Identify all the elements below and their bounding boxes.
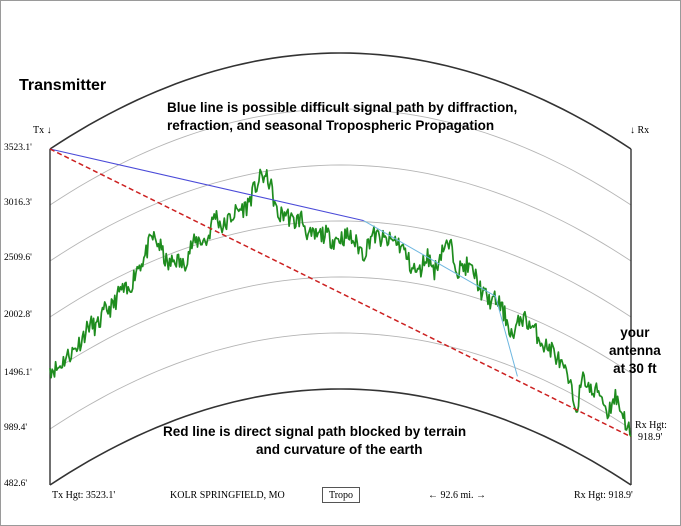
elevation-reference-arc bbox=[49, 164, 632, 262]
elevation-tick: 2002.8' bbox=[4, 310, 32, 320]
tropospheric-signal-path-end bbox=[363, 220, 518, 377]
rx-height-label: Rx Hgt: bbox=[635, 420, 667, 431]
earth-curvature-arc bbox=[49, 388, 632, 486]
rx-height-footer: Rx Hgt: 918.9' bbox=[574, 490, 633, 501]
tx-height-footer: Tx Hgt: 3523.1' bbox=[52, 490, 116, 501]
antenna-note: your antenna at 30 ft bbox=[609, 324, 661, 378]
elevation-reference-arc bbox=[49, 108, 632, 206]
red-line-note-line-1: Red line is direct signal path blocked b… bbox=[163, 424, 467, 439]
elevation-tick: 482.6' bbox=[4, 479, 28, 489]
elevation-reference-arc bbox=[49, 276, 632, 374]
blue-line-note-line-2: refraction, and seasonal Tropospheric Pr… bbox=[167, 118, 495, 133]
page-title: Transmitter bbox=[19, 77, 107, 94]
blue-line-note-line-1: Blue line is possible difficult signal p… bbox=[167, 100, 518, 115]
path-distance: ← 92.6 mi. → bbox=[428, 490, 487, 501]
elevation-tick: 3016.3' bbox=[4, 198, 32, 208]
elevation-tick: 989.4' bbox=[4, 423, 28, 433]
red-line-note-line-2: and curvature of the earth bbox=[256, 442, 423, 457]
elevation-tick: 2509.6' bbox=[4, 253, 32, 263]
elevation-reference-arc bbox=[49, 220, 632, 318]
direct-signal-path bbox=[49, 148, 632, 438]
rx-height-value: 918.9' bbox=[638, 432, 663, 443]
elevation-reference-arcs bbox=[49, 108, 632, 430]
tx-marker: Tx ↓ bbox=[33, 125, 52, 136]
tropospheric-signal-path bbox=[49, 148, 364, 222]
terrain-profile-line bbox=[49, 168, 632, 438]
elevation-tick: 1496.1' bbox=[4, 368, 32, 378]
elevation-reference-arc bbox=[49, 332, 632, 430]
rx-marker: ↓ Rx bbox=[630, 125, 650, 136]
station-name: KOLR SPRINGFIELD, MO bbox=[170, 490, 285, 501]
antenna-note-line-1: your bbox=[620, 325, 650, 340]
blue-line-note: Blue line is possible difficult signal p… bbox=[167, 99, 517, 135]
red-line-note: Red line is direct signal path blocked b… bbox=[163, 423, 466, 459]
elevation-tick: 3523.1' bbox=[4, 143, 32, 153]
tropo-button[interactable]: Tropo bbox=[322, 487, 360, 503]
antenna-note-line-2: antenna bbox=[609, 343, 661, 358]
top-boundary-arc bbox=[49, 52, 632, 150]
antenna-note-line-3: at 30 ft bbox=[613, 361, 657, 376]
